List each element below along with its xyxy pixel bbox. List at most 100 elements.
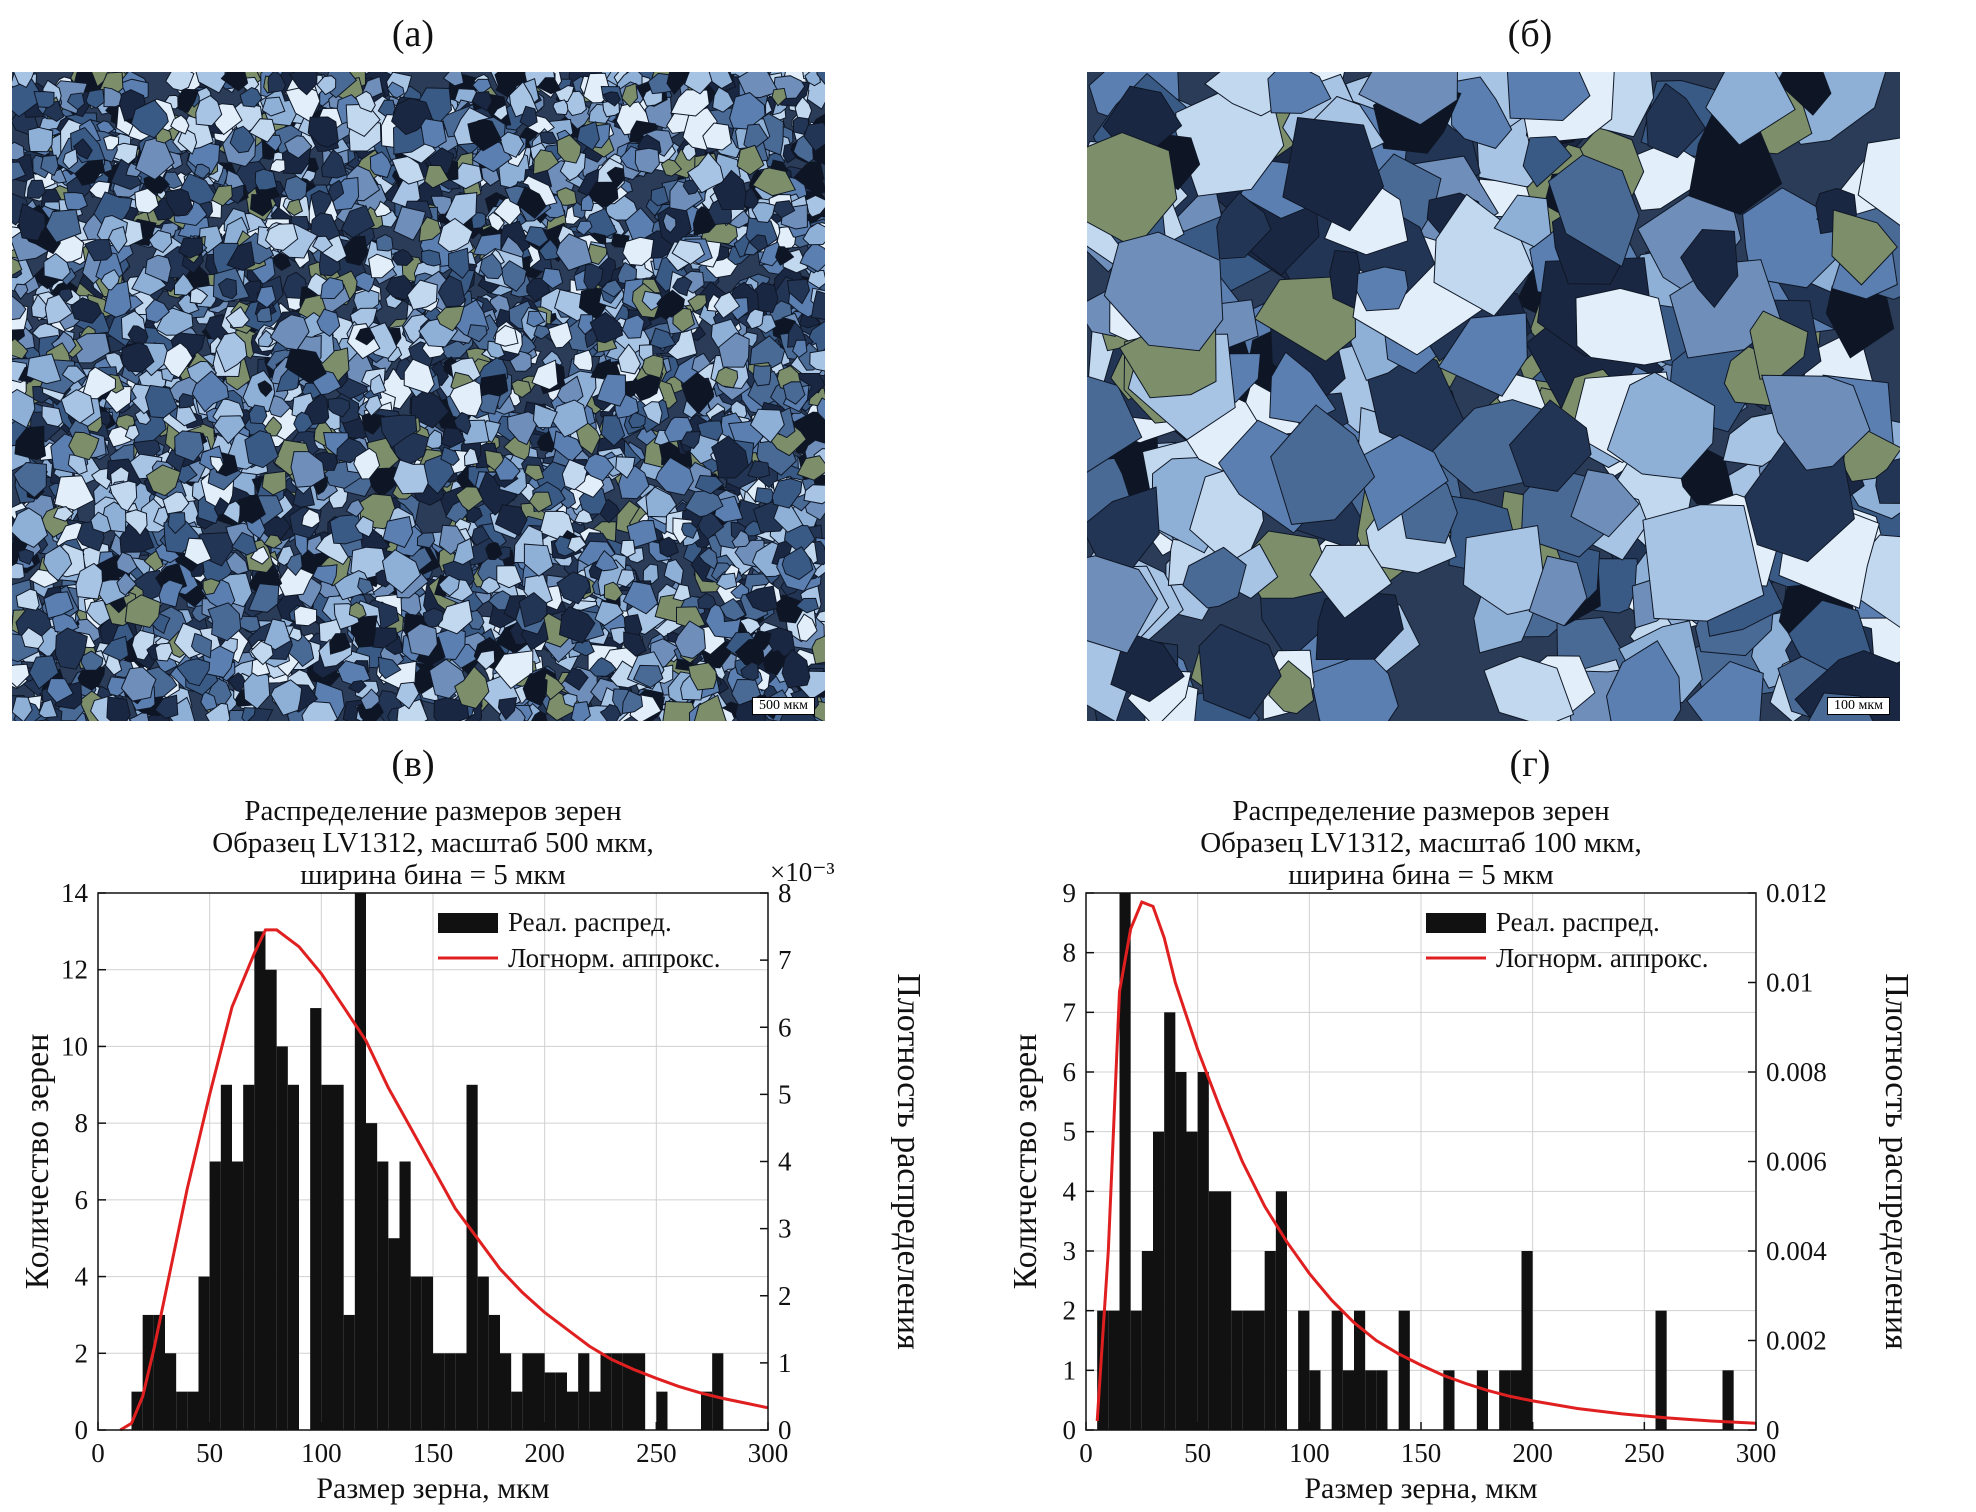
chart-d-bar xyxy=(1208,1191,1220,1430)
chart-c-title-line: Образец LV1312, масштаб 500 мкм, xyxy=(212,827,654,859)
chart-c-bar xyxy=(701,1391,713,1430)
chart-d-bar xyxy=(1108,1310,1120,1430)
mineral-grain xyxy=(475,649,496,671)
mineral-grain xyxy=(786,278,811,305)
mineral-grain xyxy=(261,470,287,496)
mineral-grain xyxy=(368,253,396,279)
mineral-grain xyxy=(43,544,73,582)
mineral-grain xyxy=(312,564,338,586)
chart-c-y2-tick-label: 8 xyxy=(778,878,792,908)
mineral-grain xyxy=(189,287,209,305)
mineral-grain xyxy=(329,632,351,655)
chart-c-bar xyxy=(410,1276,422,1430)
chart-c-x-tick-label: 100 xyxy=(301,1438,342,1468)
mineral-grain xyxy=(1483,655,1575,721)
mineral-grain xyxy=(28,655,59,690)
panel-label-d: (г) xyxy=(1509,743,1551,785)
mineral-grain xyxy=(242,668,271,710)
mineral-grain xyxy=(254,168,278,191)
mineral-grain xyxy=(803,484,825,505)
chart-d-title-line: ширина бина = 5 мкм xyxy=(1288,859,1554,891)
chart-c-x-tick-label: 300 xyxy=(748,1438,789,1468)
mineral-grain xyxy=(102,134,120,151)
chart-c-bar xyxy=(287,1084,299,1430)
chart-c-bar xyxy=(634,1353,646,1430)
chart-c-x-tick-label: 200 xyxy=(524,1438,565,1468)
mineral-grain xyxy=(781,546,814,581)
mineral-grain xyxy=(621,689,644,715)
chart-c-bar xyxy=(354,893,366,1430)
chart-d-y2-tick-label: 0.008 xyxy=(1766,1057,1827,1087)
mineral-grain xyxy=(124,594,161,629)
chart-d-bar xyxy=(1153,1131,1165,1430)
mineral-grain xyxy=(617,343,642,375)
mineral-grain xyxy=(75,562,103,600)
mineral-grain xyxy=(1182,546,1247,609)
mineral-grain xyxy=(313,680,345,721)
chart-c-x-tick-label: 250 xyxy=(636,1438,677,1468)
mineral-grain xyxy=(552,99,569,116)
mineral-grain xyxy=(66,92,85,111)
mineral-grain xyxy=(144,384,179,419)
mineral-grain xyxy=(316,308,341,338)
mineral-grain xyxy=(440,427,466,449)
chart-c-y2-exponent: ×10⁻³ xyxy=(770,857,835,887)
mineral-grain xyxy=(1437,312,1528,397)
mineral-grain xyxy=(811,635,825,665)
mineral-grain xyxy=(440,446,460,467)
scale-bar-a: 500 мкм xyxy=(751,697,815,715)
mineral-grain xyxy=(745,585,779,613)
mineral-grain xyxy=(144,254,172,284)
mineral-grain xyxy=(336,437,368,464)
chart-d-y2-tick-label: 0.006 xyxy=(1766,1147,1827,1177)
mineral-grain xyxy=(361,412,386,435)
mineral-grain xyxy=(697,420,724,442)
mineral-grain xyxy=(191,370,230,413)
mineral-grain xyxy=(577,314,595,336)
mineral-grain xyxy=(369,151,392,179)
chart-d-lognormal-fit-line xyxy=(1095,900,1757,1425)
chart-c-y2-tick-label: 0 xyxy=(778,1415,792,1445)
mineral-grain xyxy=(154,694,179,719)
mineral-grain xyxy=(600,279,623,298)
mineral-grain xyxy=(244,430,279,469)
mineral-grain xyxy=(603,581,624,602)
mineral-grain xyxy=(795,597,820,614)
mineral-grain xyxy=(615,456,636,479)
mineral-grain xyxy=(555,233,593,272)
mineral-grain xyxy=(658,536,680,558)
mineral-grain xyxy=(25,353,62,385)
mineral-grain xyxy=(357,577,375,596)
chart-c-y-tick-label: 4 xyxy=(75,1262,89,1292)
mineral-grain xyxy=(463,447,480,467)
mineral-grain xyxy=(526,310,546,328)
panel-label-c: (в) xyxy=(391,743,435,785)
chart-d-y2-axis-label: Плотность распределения xyxy=(1878,973,1915,1350)
mineral-grain xyxy=(467,118,503,152)
mineral-grain xyxy=(674,620,706,659)
chart-d-y2-tick-label: 0.01 xyxy=(1766,968,1813,998)
mineral-grain xyxy=(72,138,93,160)
mineral-grain xyxy=(377,656,402,680)
mineral-grain xyxy=(200,690,218,711)
mineral-grain xyxy=(70,297,103,324)
mineral-grain xyxy=(225,306,251,329)
chart-d-x-tick-label: 100 xyxy=(1289,1438,1330,1468)
mineral-grain xyxy=(116,551,138,575)
mineral-grain xyxy=(792,339,808,359)
chart-d-legend-bar-swatch xyxy=(1426,913,1486,933)
mineral-grain xyxy=(596,373,627,407)
chart-d-bar xyxy=(1309,1370,1321,1430)
mineral-grain xyxy=(719,597,747,622)
mineral-grain xyxy=(288,72,318,96)
mineral-grain xyxy=(556,187,578,206)
mineral-grain xyxy=(40,154,59,177)
chart-c-y-tick-label: 0 xyxy=(75,1415,89,1445)
mineral-grain xyxy=(195,72,227,94)
mineral-grain xyxy=(773,503,804,533)
chart-c-bar xyxy=(466,1084,478,1430)
mineral-grain xyxy=(494,455,521,481)
chart-d-y-tick-label: 1 xyxy=(1063,1355,1077,1385)
mineral-grain xyxy=(312,235,334,254)
chart-c-bar xyxy=(310,1008,322,1430)
